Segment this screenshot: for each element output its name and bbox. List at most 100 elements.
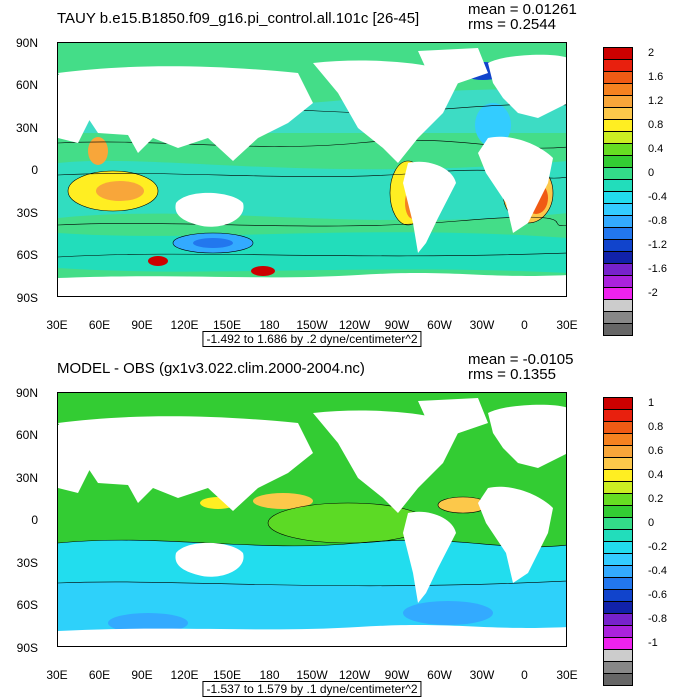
africa <box>478 486 553 583</box>
land-masses <box>58 48 566 296</box>
x-tick-label: 120E <box>170 318 199 332</box>
colorbar-label: 0 <box>648 167 655 179</box>
y-tick-label: 60N <box>15 428 38 442</box>
x-tick-label: 0 <box>521 668 528 682</box>
x-tick-label: 30W <box>469 668 495 682</box>
australia <box>175 192 244 227</box>
colorbar-label: 0.2 <box>648 493 664 505</box>
colorbar <box>603 397 633 686</box>
colorbar <box>603 47 633 336</box>
north-america <box>313 60 458 163</box>
colorbar-label: -0.4 <box>648 191 667 203</box>
x-tick-label: 60W <box>427 318 452 332</box>
europe <box>488 404 566 468</box>
field-anomaly <box>148 256 168 266</box>
y-tick-label: 90S <box>16 291 38 305</box>
antarctica <box>58 273 566 296</box>
colorbar-label: -0.2 <box>648 541 667 553</box>
x-tick-label: 60E <box>88 318 111 332</box>
field-anomaly <box>88 137 108 165</box>
x-tick-label: 30E <box>46 318 68 332</box>
africa <box>478 136 553 233</box>
mean-value: mean = -0.0105 <box>468 351 574 368</box>
field-anomaly <box>193 238 233 248</box>
y-tick-label: 90N <box>15 386 38 400</box>
x-tick-label: 0 <box>521 318 528 332</box>
field-anomaly <box>251 266 275 276</box>
x-tick-label: 180 <box>259 318 280 332</box>
y-tick-label: 60S <box>16 248 38 262</box>
y-tick-label: 60S <box>16 598 38 612</box>
field-anomaly <box>475 103 511 147</box>
field-anomaly <box>108 613 188 633</box>
x-tick-label: 30E <box>556 668 578 682</box>
europe <box>488 54 566 118</box>
y-tick-label: 0 <box>31 513 38 527</box>
y-tick-label: 30N <box>15 471 38 485</box>
colorbar-swatch <box>603 673 633 686</box>
y-tick-label: 30N <box>15 121 38 135</box>
eurasia <box>58 66 313 161</box>
y-tick-label: 90N <box>15 36 38 50</box>
colorbar-label: 0.6 <box>648 445 664 457</box>
colorbar-label: 2 <box>648 47 655 59</box>
bottom-panel: MODEL - OBS (gx1v3.022.clim.2000-2004.nc… <box>0 350 700 697</box>
colorbar-label: -0.4 <box>648 565 667 577</box>
colorbar-label: -1.2 <box>648 239 667 251</box>
colorbar-label: -1 <box>648 637 658 649</box>
north-america <box>313 410 458 513</box>
y-tick-label: 0 <box>31 163 38 177</box>
x-tick-label: 90E <box>131 318 153 332</box>
greenland <box>418 398 488 435</box>
x-tick-label: 150W <box>296 318 328 332</box>
land-masses <box>58 398 566 646</box>
colorbar-label: -0.8 <box>648 215 667 227</box>
y-tick-label: 90S <box>16 641 38 655</box>
x-tick-label: 150E <box>212 668 242 682</box>
x-tick-label: 90W <box>384 318 410 332</box>
greenland <box>418 48 488 85</box>
x-tick-label: 90W <box>384 668 410 682</box>
field-anomaly <box>268 503 428 543</box>
south-america <box>403 511 456 603</box>
colorbar-label: 0.8 <box>648 119 664 131</box>
colorbar-label: 0.4 <box>648 143 664 155</box>
y-tick-label: 30S <box>16 556 38 570</box>
x-tick-label: 180 <box>259 668 280 682</box>
colorbar-label: -1.6 <box>648 263 667 275</box>
mean-value: mean = 0.01261 <box>468 1 577 18</box>
field-anomaly <box>96 181 144 201</box>
colorbar-label: -0.8 <box>648 613 667 625</box>
x-tick-label: 30E <box>46 668 68 682</box>
x-tick-label: 150W <box>296 668 328 682</box>
map-plot-area <box>57 42 567 297</box>
colorbar-swatch <box>603 323 633 336</box>
y-tick-label: 30S <box>16 206 38 220</box>
x-tick-label: 30E <box>556 318 578 332</box>
field-anomaly <box>403 601 493 625</box>
x-tick-label: 120W <box>338 318 371 332</box>
plot-title: MODEL - OBS (gx1v3.022.clim.2000-2004.nc… <box>57 360 365 377</box>
colorbar-label: 0.8 <box>648 421 664 433</box>
map-svg <box>58 43 566 296</box>
x-tick-label: 120E <box>170 668 199 682</box>
map-svg <box>58 393 566 646</box>
colorbar-label: 0 <box>648 517 655 529</box>
colorbar-label: 1.2 <box>648 95 664 107</box>
contour-info-box: -1.537 to 1.579 by .1 dyne/centimeter^2 <box>202 681 422 697</box>
colorbar-label: -0.6 <box>648 589 667 601</box>
colorbar-label: 1 <box>648 397 655 409</box>
plot-title: TAUY b.e15.B1850.f09_g16.pi_control.all.… <box>57 10 420 27</box>
australia <box>175 542 244 577</box>
rms-value: rms = 0.1355 <box>468 366 556 383</box>
x-tick-label: 60E <box>88 668 111 682</box>
field-anomaly <box>253 493 313 509</box>
field-band <box>58 232 566 273</box>
map-plot-area <box>57 392 567 647</box>
eurasia <box>58 416 313 511</box>
antarctica <box>58 625 566 646</box>
x-tick-label: 120W <box>338 668 371 682</box>
x-tick-label: 90E <box>131 668 153 682</box>
colorbar-label: 0.4 <box>648 469 664 481</box>
south-america <box>403 161 456 253</box>
